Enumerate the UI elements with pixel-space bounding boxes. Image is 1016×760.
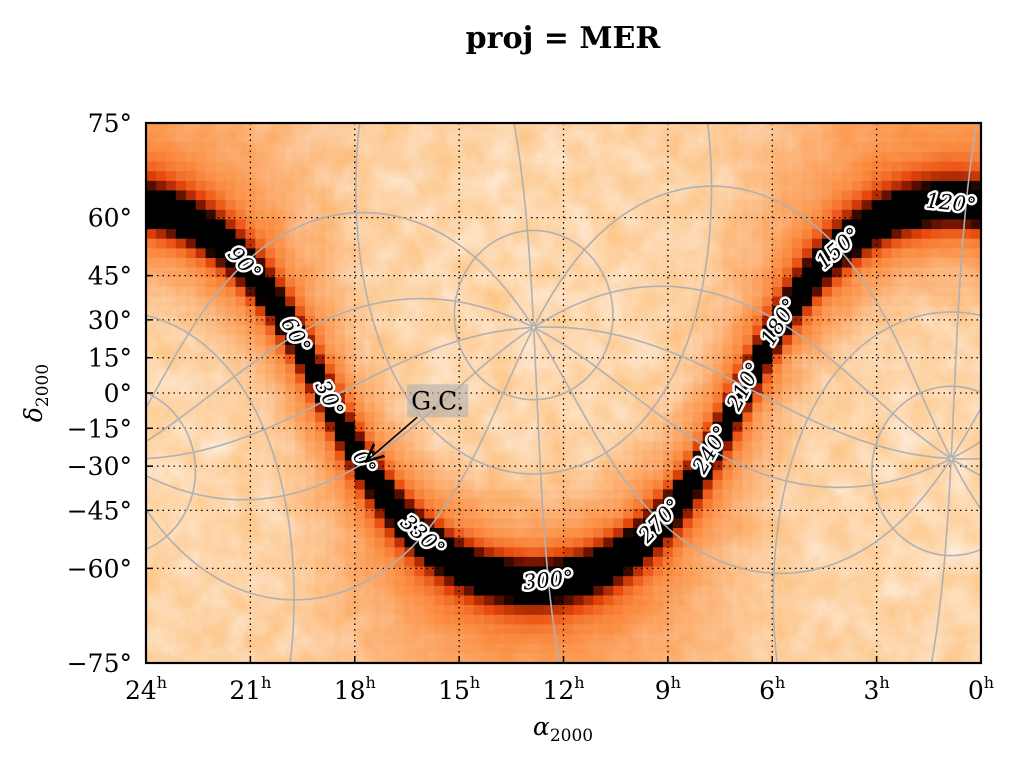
galactic-center-arrow bbox=[366, 416, 418, 461]
galactic-parallel bbox=[355, 123, 713, 475]
galactic-meridian bbox=[146, 328, 981, 601]
y-axis-label: δ2000 bbox=[19, 364, 53, 422]
galactic-parallel bbox=[146, 385, 981, 557]
galactic-longitude-label: 120° bbox=[925, 188, 978, 217]
y-tick-label: −30° bbox=[67, 452, 132, 481]
y-tick-label: 60° bbox=[88, 204, 132, 233]
galactic-graticule bbox=[146, 123, 981, 663]
galactic-longitude-label: 300° bbox=[522, 566, 575, 595]
galactic-equator bbox=[148, 202, 981, 584]
x-tick-label: 6h bbox=[759, 673, 785, 705]
chart-title: proj = MER bbox=[466, 21, 662, 56]
x-axis-label-main: α bbox=[533, 712, 550, 741]
y-axis-ticks: 75° 60° 45° 30° 15° 0° −15° −30° −45° −60° −75° bbox=[67, 109, 153, 678]
x-axis-ticks: 24h 21h 18h 15h 12h 9h 6h 3h 0h bbox=[125, 656, 994, 705]
y-tick-label: 30° bbox=[88, 306, 132, 335]
x-tick-label: 3h bbox=[864, 673, 890, 705]
y-tick-label: 15° bbox=[88, 344, 132, 373]
galactic-meridian bbox=[146, 211, 981, 458]
plot-area: 0°30°60°90°120°150°180°210°240°270°300°3… bbox=[144, 121, 983, 665]
galactic-meridian bbox=[146, 326, 980, 460]
galactic-meridian bbox=[532, 328, 952, 663]
x-axis-label: α2000 bbox=[533, 712, 593, 746]
y-tick-label: −75° bbox=[67, 649, 132, 678]
x-tick-label: 21h bbox=[229, 673, 271, 705]
galactic-equator-line bbox=[148, 202, 981, 584]
x-tick-label: 0h bbox=[968, 673, 994, 705]
x-tick-label: 24h bbox=[125, 673, 167, 705]
y-tick-label: 45° bbox=[88, 262, 132, 291]
x-tick-label: 15h bbox=[438, 673, 480, 705]
y-tick-label: −15° bbox=[67, 414, 132, 443]
y-tick-label: −45° bbox=[67, 496, 132, 525]
y-axis-label-sub: 2000 bbox=[33, 364, 53, 407]
y-tick-label: 0° bbox=[104, 379, 132, 408]
galactic-center-annotation: G.C. bbox=[366, 384, 469, 461]
x-tick-label: 9h bbox=[655, 673, 681, 705]
x-axis-label-sub: 2000 bbox=[550, 726, 593, 746]
x-tick-label: 12h bbox=[542, 673, 584, 705]
galactic-center-label-box bbox=[407, 384, 469, 418]
galactic-parallel bbox=[453, 229, 614, 401]
y-tick-label: −60° bbox=[67, 554, 132, 583]
x-tick-label: 18h bbox=[334, 673, 376, 705]
galactic-meridian bbox=[513, 123, 978, 458]
y-axis-label-main: δ bbox=[19, 407, 48, 422]
y-tick-label: 75° bbox=[88, 109, 132, 138]
galactic-meridian bbox=[146, 297, 981, 459]
galactic-parallel bbox=[146, 311, 981, 663]
galactic-center-label: G.C. bbox=[411, 386, 464, 415]
